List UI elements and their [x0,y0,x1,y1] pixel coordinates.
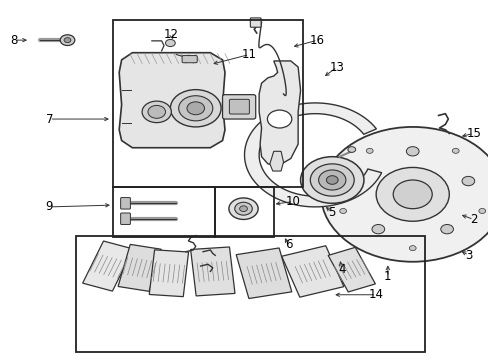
Text: 2: 2 [469,213,476,226]
Bar [113,21,303,187]
Circle shape [178,96,212,121]
Bar [215,187,273,237]
Polygon shape [118,244,161,291]
Circle shape [406,147,418,156]
Text: 9: 9 [45,201,53,213]
Polygon shape [149,250,188,297]
Circle shape [267,110,291,128]
Text: 11: 11 [242,48,256,61]
Circle shape [165,40,175,46]
Circle shape [64,38,71,42]
Circle shape [239,206,247,212]
Circle shape [461,176,474,186]
Text: 15: 15 [465,127,480,140]
Text: 6: 6 [284,238,291,251]
Circle shape [350,176,363,186]
Polygon shape [281,246,343,297]
Text: 13: 13 [329,60,344,73]
Polygon shape [119,53,224,148]
Text: 14: 14 [368,288,383,301]
Polygon shape [244,103,381,207]
Circle shape [170,90,221,127]
Circle shape [375,167,448,221]
Circle shape [321,127,488,262]
Circle shape [366,148,372,153]
FancyBboxPatch shape [250,18,261,27]
Circle shape [478,208,485,213]
Polygon shape [259,61,300,166]
Circle shape [440,225,452,234]
Text: 3: 3 [464,249,471,262]
Circle shape [300,157,363,203]
Text: 8: 8 [11,33,18,47]
Circle shape [326,176,337,184]
Text: 10: 10 [285,195,300,208]
Circle shape [310,164,353,196]
Bar [113,187,215,237]
Circle shape [60,35,75,45]
Circle shape [142,101,171,123]
Circle shape [371,225,384,234]
Circle shape [339,208,346,213]
Text: 1: 1 [383,270,391,283]
Text: 5: 5 [328,206,335,219]
Circle shape [408,246,415,251]
Bar [76,235,424,352]
Circle shape [347,147,355,152]
FancyBboxPatch shape [222,95,255,119]
Polygon shape [327,247,375,292]
Polygon shape [269,151,283,171]
Text: 4: 4 [338,263,345,276]
Polygon shape [190,247,235,296]
Circle shape [148,105,165,118]
Polygon shape [236,248,291,298]
FancyBboxPatch shape [229,99,249,114]
FancyBboxPatch shape [121,198,130,209]
Polygon shape [82,241,133,291]
Circle shape [234,202,252,215]
Circle shape [451,148,458,153]
Text: 16: 16 [309,33,325,47]
Text: 12: 12 [163,28,179,41]
FancyBboxPatch shape [182,55,197,63]
Circle shape [186,102,204,115]
Circle shape [392,180,431,209]
FancyBboxPatch shape [121,213,130,225]
Text: 7: 7 [45,113,53,126]
Circle shape [228,198,258,220]
Circle shape [318,170,345,190]
